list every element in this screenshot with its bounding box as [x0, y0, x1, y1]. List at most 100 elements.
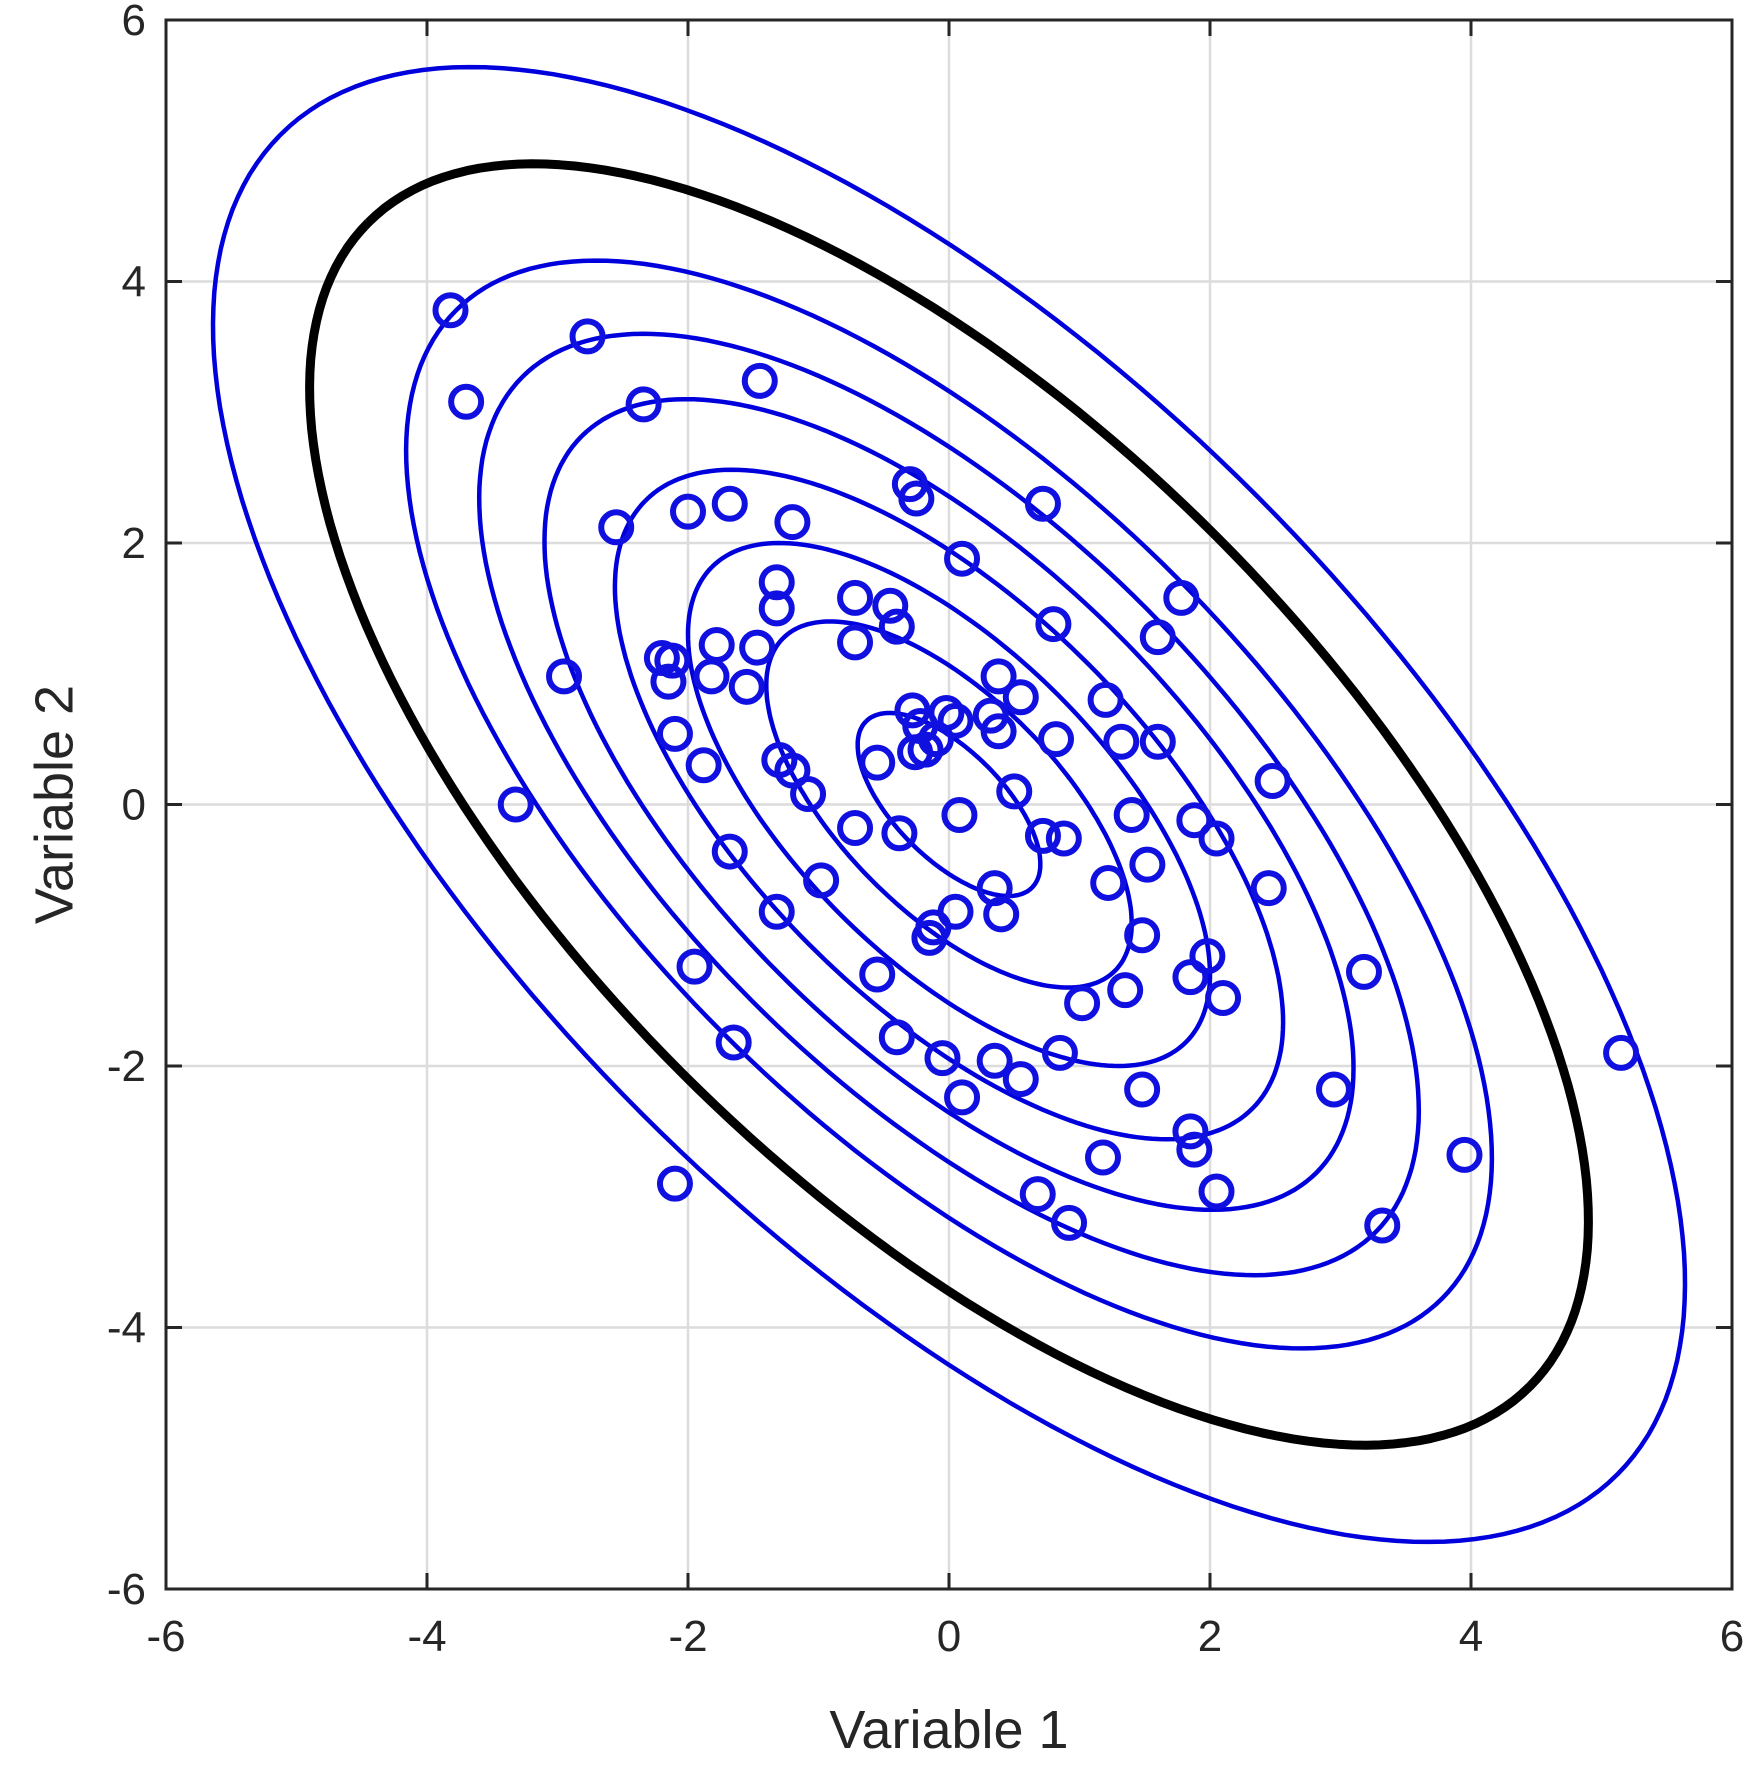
data-point [1446, 1136, 1483, 1173]
data-point [711, 485, 748, 522]
data-point [728, 668, 765, 705]
data-point [878, 1019, 915, 1056]
data-point [1250, 870, 1287, 907]
data-point [937, 702, 974, 739]
contour-line [685, 540, 1213, 1069]
contour-line [764, 619, 1134, 990]
data-point [1045, 820, 1082, 857]
data-point [569, 318, 606, 355]
data-point [1176, 1131, 1213, 1168]
data-point [1038, 721, 1075, 758]
data-point [1205, 980, 1242, 1017]
highlighted-contour [305, 159, 1593, 1450]
data-point [1176, 802, 1213, 839]
scatter-points [432, 292, 1640, 1244]
contour-line [210, 64, 1688, 1545]
data-point [1002, 679, 1039, 716]
y-tick-label: -4 [107, 1304, 146, 1353]
data-point [881, 815, 918, 852]
data-point [911, 919, 948, 956]
data-point [625, 386, 662, 423]
data-point [1107, 972, 1144, 1009]
data-point [1172, 1113, 1209, 1150]
data-point [598, 509, 635, 546]
data-point [1139, 619, 1176, 656]
data-point [872, 587, 909, 624]
data-point [996, 773, 1033, 810]
x-tick-label: 2 [1198, 1612, 1222, 1661]
data-point [1172, 959, 1209, 996]
data-point [897, 734, 934, 771]
data-point [656, 715, 693, 752]
y-tick-label: 6 [122, 0, 146, 45]
x-tick-label: 0 [937, 1612, 961, 1661]
data-point [898, 480, 935, 517]
data-point [837, 810, 874, 847]
data-point [685, 747, 722, 784]
contour-line [403, 258, 1495, 1351]
data-point [1084, 1139, 1121, 1176]
data-point [878, 608, 915, 645]
data-point [676, 948, 713, 985]
x-tick-label: 6 [1720, 1612, 1744, 1661]
y-axis-label: Variable 2 [24, 685, 84, 924]
x-tick-label: -6 [146, 1612, 185, 1661]
data-point [654, 642, 691, 679]
data-point [803, 862, 840, 899]
data-point [448, 383, 485, 420]
data-point [790, 776, 827, 813]
data-point [497, 786, 534, 823]
data-point [837, 624, 874, 661]
data-point [758, 893, 795, 930]
data-point [1051, 1204, 1088, 1241]
data-point [1024, 485, 1061, 522]
data-point [1090, 864, 1127, 901]
y-axis-ticks: -6 -4 -2 0 2 4 6 [107, 0, 1732, 1614]
y-tick-label: 0 [122, 781, 146, 830]
y-tick-label: 2 [122, 519, 146, 568]
data-point [715, 1024, 752, 1061]
data-point [1002, 1061, 1039, 1098]
contour-line [612, 467, 1286, 1142]
data-point [711, 833, 748, 870]
data-point [944, 1079, 981, 1116]
data-point [1041, 1034, 1078, 1071]
data-point [980, 658, 1017, 695]
data-point [983, 896, 1020, 933]
data-point [1163, 579, 1200, 616]
data-point [859, 956, 896, 993]
y-tick-label: 4 [122, 258, 146, 307]
data-point [1103, 723, 1140, 760]
data-point [859, 744, 896, 781]
data-point [944, 540, 981, 577]
x-axis-ticks: -6 -4 -2 0 2 4 6 [146, 20, 1744, 1661]
data-point [1315, 1071, 1352, 1108]
data-point [1113, 796, 1150, 833]
data-point [1139, 723, 1176, 760]
contour-line [542, 396, 1356, 1213]
y-tick-label: -6 [107, 1565, 146, 1614]
data-point [741, 362, 778, 399]
data-point [1124, 917, 1161, 954]
data-point [837, 579, 874, 616]
data-point [656, 1165, 693, 1202]
data-point [1364, 1207, 1401, 1244]
data-point [1254, 762, 1291, 799]
data-point [1019, 1176, 1056, 1213]
data-point [980, 713, 1017, 750]
contour-line [476, 331, 1422, 1278]
data-point [1198, 820, 1235, 857]
data-point [546, 658, 583, 695]
data-point [758, 590, 795, 627]
data-point [1198, 1173, 1235, 1210]
data-point [774, 504, 811, 541]
data-point [432, 292, 469, 329]
data-point [650, 663, 687, 700]
data-point [1603, 1034, 1640, 1071]
data-point [976, 1042, 1013, 1079]
x-tick-label: 4 [1459, 1612, 1483, 1661]
x-axis-label: Variable 1 [829, 1700, 1068, 1760]
data-point [1345, 953, 1382, 990]
data-point [941, 796, 978, 833]
